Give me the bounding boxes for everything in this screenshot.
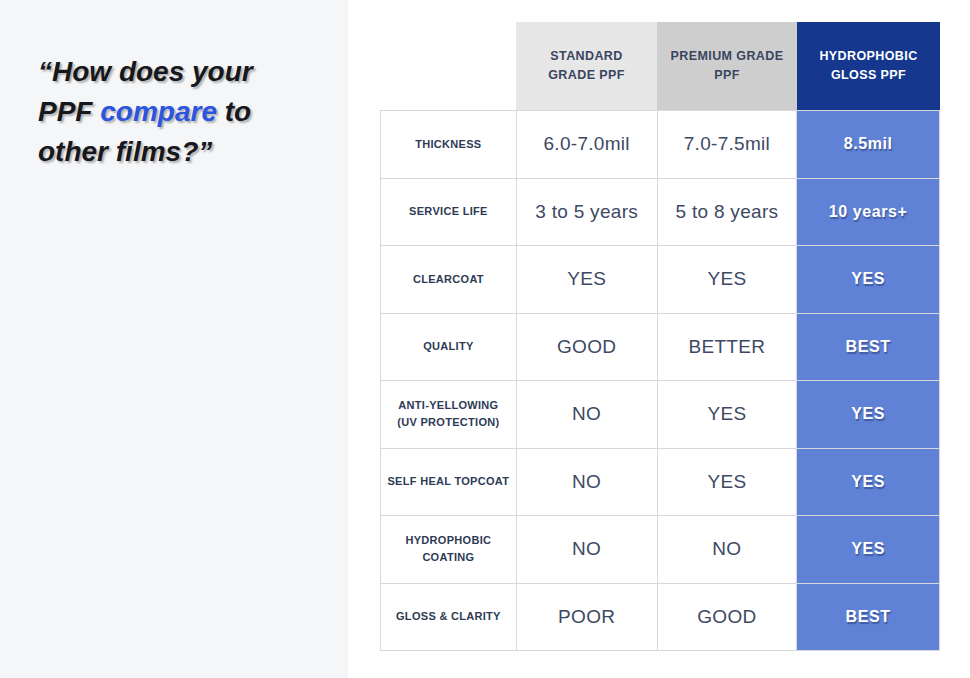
row-label: THICKNESS	[381, 111, 517, 179]
value-cell-highlight: YES	[797, 449, 940, 517]
quote-line2-pre: PPF	[38, 96, 100, 127]
value-cell-highlight: YES	[797, 516, 940, 584]
value-cell: 7.0-7.5mil	[658, 111, 798, 179]
column-header-premium-grade: PREMIUM GRADE PPF	[657, 22, 797, 110]
table-row-thickness: THICKNESS 6.0-7.0mil 7.0-7.5mil 8.5mil	[381, 111, 940, 179]
value-cell: 3 to 5 years	[517, 179, 658, 247]
quote-line2-post: to	[217, 96, 251, 127]
value-cell: NO	[517, 381, 658, 449]
left-panel: “How does your PPF compare to other film…	[0, 0, 348, 678]
value-cell-highlight: 10 years+	[797, 179, 940, 247]
value-cell: YES	[658, 246, 798, 314]
table-header-row: STANDARD GRADE PPF PREMIUM GRADE PPF HYD…	[516, 22, 940, 110]
value-cell: NO	[517, 449, 658, 517]
column-header-hydrophobic-gloss: HYDROPHOBIC GLOSS PPF	[797, 22, 940, 110]
quote-line3: other films?”	[38, 136, 212, 167]
table-row-hydrophobic-coating: HYDROPHOBIC COATING NO NO YES	[381, 516, 940, 584]
value-cell: BETTER	[658, 314, 798, 382]
row-label: HYDROPHOBIC COATING	[381, 516, 517, 584]
value-cell-highlight: BEST	[797, 584, 940, 652]
value-cell-highlight: 8.5mil	[797, 111, 940, 179]
table-row-service-life: SERVICE LIFE 3 to 5 years 5 to 8 years 1…	[381, 179, 940, 247]
value-cell: YES	[658, 381, 798, 449]
value-cell: POOR	[517, 584, 658, 652]
table-row-anti-yellowing: ANTI-YELLOWING (UV PROTECTION) NO YES YE…	[381, 381, 940, 449]
quote-highlight-word: compare	[100, 96, 217, 127]
table-row-gloss-clarity: GLOSS & CLARITY POOR GOOD BEST	[381, 584, 940, 652]
column-header-standard-grade: STANDARD GRADE PPF	[516, 22, 657, 110]
table-body: THICKNESS 6.0-7.0mil 7.0-7.5mil 8.5mil S…	[380, 110, 940, 651]
row-label: CLEARCOAT	[381, 246, 517, 314]
row-label: GLOSS & CLARITY	[381, 584, 517, 652]
value-cell: GOOD	[517, 314, 658, 382]
table-row-clearcoat: CLEARCOAT YES YES YES	[381, 246, 940, 314]
quote-line1: “How does your	[38, 56, 253, 87]
value-cell: YES	[658, 449, 798, 517]
value-cell-highlight: BEST	[797, 314, 940, 382]
value-cell-highlight: YES	[797, 246, 940, 314]
table-row-self-heal-topcoat: SELF HEAL TOPCOAT NO YES YES	[381, 449, 940, 517]
row-label: SERVICE LIFE	[381, 179, 517, 247]
value-cell: 6.0-7.0mil	[517, 111, 658, 179]
value-cell: 5 to 8 years	[658, 179, 798, 247]
value-cell-highlight: YES	[797, 381, 940, 449]
comparison-table: STANDARD GRADE PPF PREMIUM GRADE PPF HYD…	[380, 22, 940, 651]
row-label: ANTI-YELLOWING (UV PROTECTION)	[381, 381, 517, 449]
value-cell: NO	[658, 516, 798, 584]
quote-heading: “How does your PPF compare to other film…	[38, 52, 330, 172]
row-label: QUALITY	[381, 314, 517, 382]
value-cell: GOOD	[658, 584, 798, 652]
value-cell: NO	[517, 516, 658, 584]
table-row-quality: QUALITY GOOD BETTER BEST	[381, 314, 940, 382]
row-label: SELF HEAL TOPCOAT	[381, 449, 517, 517]
value-cell: YES	[517, 246, 658, 314]
